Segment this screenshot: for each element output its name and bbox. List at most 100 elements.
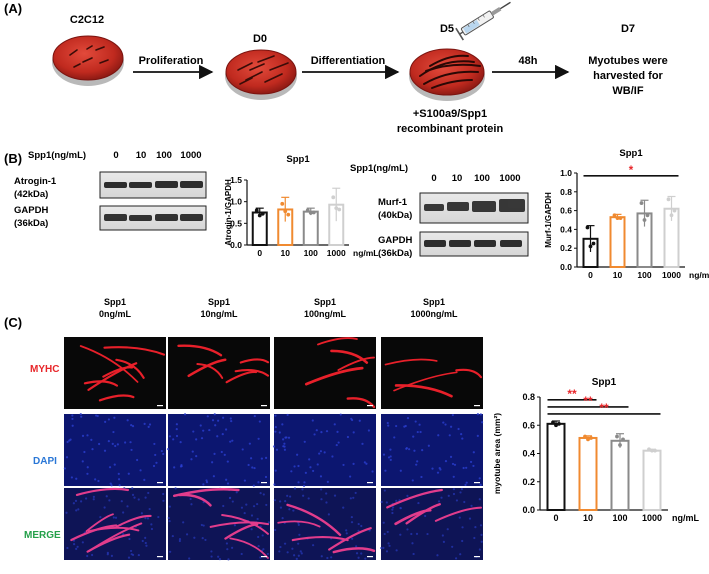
significance-label: ** [567,387,577,401]
bar-0 [546,422,566,511]
syringe-icon [455,1,511,41]
data-point [615,216,620,221]
y-tick-label: 0.8 [560,187,572,197]
arrow-label-48h: 48h [519,55,538,67]
treatment-line-2: recombinant protein [397,123,504,135]
treatment-line-1: +S100a9/Spp1 [413,108,487,120]
right-blot-row2-line2: (36kDa) [378,248,412,259]
step-label-d7: D7 [621,23,635,35]
x-unit-label: ng/mL [689,270,709,280]
column-header-2-line1: Spp1 [314,297,336,307]
significance-label: ** [599,401,609,415]
column-header-0-line2: 0ng/mL [99,309,132,319]
right-blot-row1-line2: (40kDa) [378,210,412,221]
data-point [586,437,590,442]
data-point [337,207,342,212]
scale-bar [474,405,480,407]
scale-bar [474,556,480,558]
left-blot-row1-line2: (42kDa) [14,189,48,200]
data-point [331,195,336,200]
data-point [551,420,555,425]
y-tick-label: 0.0 [560,262,572,272]
row-label-merge: MERGE [24,530,61,541]
scale-bar [367,556,373,558]
left-blot-row2-line2: (36kDa) [14,218,48,229]
data-point [612,213,617,218]
scale-bar [261,482,267,484]
data-point [650,448,654,453]
chart-title: Spp1 [619,148,643,159]
scale-bar [474,482,480,484]
scale-bar [261,405,267,407]
y-tick-label: 0.0 [230,240,242,250]
data-point [280,201,285,206]
scale-bar [261,556,267,558]
right-blot-row1-line1: Murf-1 [378,197,408,208]
left-blot-row2-line1: GAPDH [14,205,48,216]
x-tick-label: 100 [304,248,318,258]
x-unit-label: ng/mL [672,513,699,523]
y-tick-label: 1.0 [230,197,242,207]
panel-a: (A) C2C12 D0 D5 D7 [4,1,668,135]
data-point [672,208,677,213]
data-point [621,437,625,442]
significance-label: ** [583,394,593,408]
column-header-3-line1: Spp1 [423,297,445,307]
y-tick-label: 0.6 [560,206,572,216]
blot-gapdh-right [419,231,529,257]
left-blot-dose-10: 10 [136,150,147,161]
significance-label: * [629,165,634,177]
step-label-d5: D5 [440,23,454,35]
data-point [669,213,674,218]
micrograph-merge-0 [64,487,166,560]
right-blot-row2-line1: GAPDH [378,235,412,246]
step-label-c2c12: C2C12 [70,14,104,26]
scale-bar [157,482,163,484]
column-header-1-line2: 10ng/mL [200,309,238,319]
data-point [615,434,619,439]
right-blot-dose-0: 0 [431,173,436,184]
right-blot-dose-100: 100 [474,173,490,184]
data-point [260,211,265,216]
blot-murf1 [419,192,529,224]
data-point [334,206,339,211]
micrograph-dapi-3 [381,413,484,486]
bar-10 [609,216,626,268]
blot-atrogin1 [99,171,207,199]
y-tick-label: 1.5 [230,175,242,185]
bar-100 [302,210,319,246]
scale-bar [157,556,163,558]
scale-bar [367,482,373,484]
outcome-line-2: harvested for [593,70,663,82]
scale-bar [367,405,373,407]
y-tick-label: 0.0 [522,505,535,515]
micrograph-dapi-0 [63,412,166,487]
micrograph-myhc-1 [168,337,270,409]
data-point [653,448,657,453]
micrograph-merge-2 [273,487,376,561]
right-blot-dose-header: Spp1(ng/mL) [350,163,408,174]
bar-10 [578,436,598,511]
blot-gapdh-left [99,205,207,231]
micrograph-myhc-3 [381,337,483,409]
left-blot-row1-line1: Atrogin-1 [14,176,57,187]
data-point [286,212,291,217]
panel-a-label: (A) [4,1,22,16]
panel-b: (B) Spp1(ng/mL) 0 10 100 1000 Atrogin-1 … [4,148,709,280]
data-point [583,434,587,439]
data-point [257,213,262,218]
bar-1000 [642,449,662,511]
panel-b-label: (B) [4,151,22,166]
culture-dish-c2c12 [52,35,124,86]
data-point [618,216,623,221]
step-label-d0: D0 [253,33,267,45]
y-tick-label: 0.2 [560,243,572,253]
left-blot-dose-100: 100 [156,150,172,161]
y-tick-label: 0.6 [522,420,535,430]
panel-c: (C) Spp1 0ng/mL Spp1 10ng/mL Spp1 100ng/… [4,297,699,561]
arrow-label-differentiation: Differentiation [311,55,386,67]
chart-title: Spp1 [592,377,617,388]
arrow-label-proliferation: Proliferation [139,55,204,67]
